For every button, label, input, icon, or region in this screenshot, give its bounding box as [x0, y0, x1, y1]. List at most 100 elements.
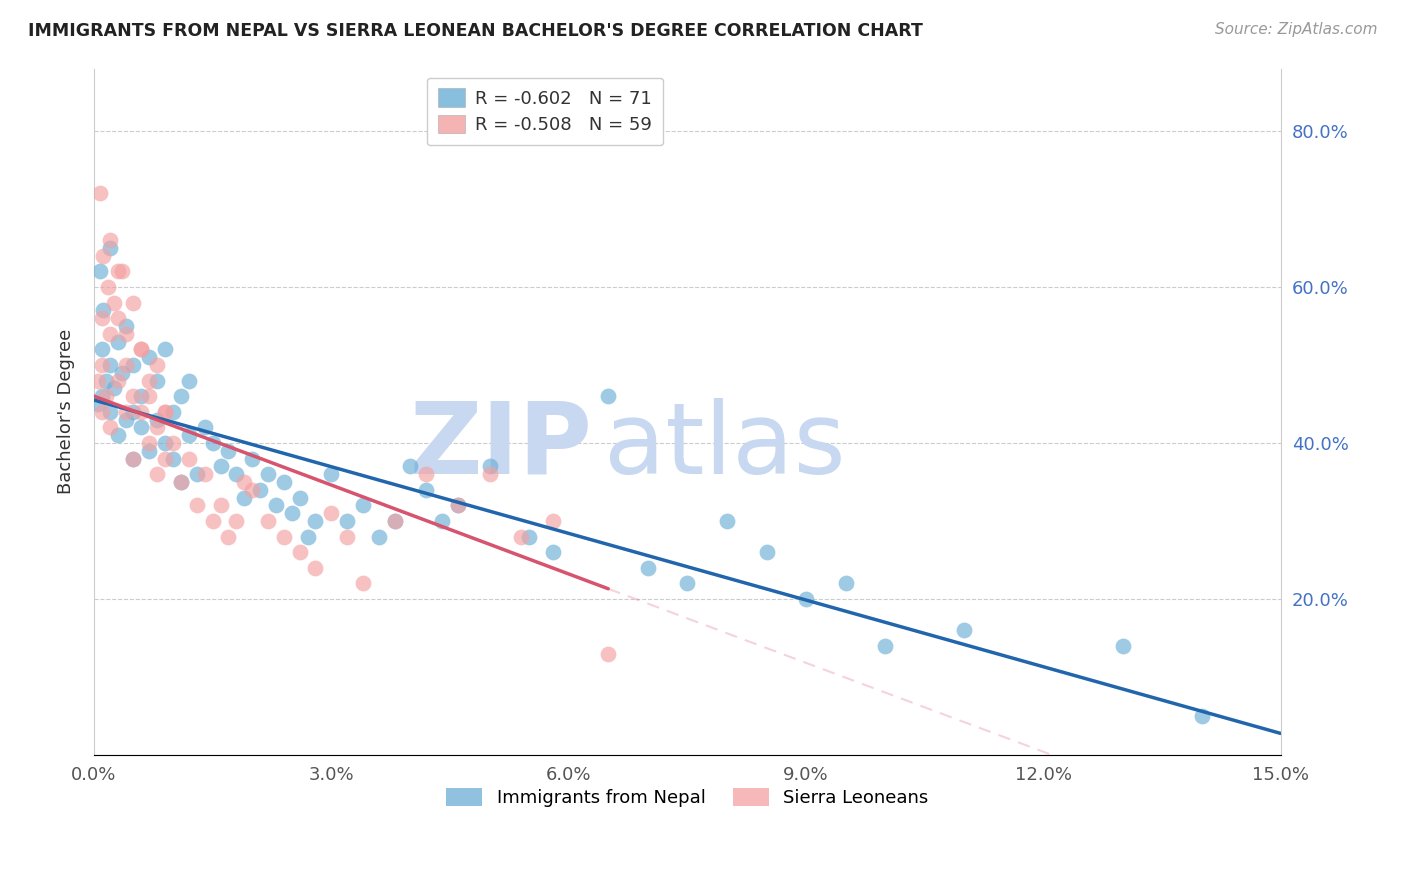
Point: [194, 420, 217, 434]
Point: [146, 358, 169, 372]
Point: [90, 389, 112, 403]
Point: [90, 343, 112, 357]
Point: [146, 467, 169, 482]
Point: [249, 483, 271, 497]
Point: [794, 591, 817, 606]
Point: [225, 467, 247, 482]
Point: [90, 311, 112, 326]
Point: [122, 405, 145, 419]
Point: [122, 451, 145, 466]
Point: [153, 405, 176, 419]
Point: [288, 545, 311, 559]
Point: [297, 529, 319, 543]
Point: [90, 358, 112, 372]
Point: [87, 374, 110, 388]
Point: [153, 405, 176, 419]
Point: [103, 295, 125, 310]
Point: [288, 491, 311, 505]
Point: [321, 467, 343, 482]
Point: [138, 389, 160, 403]
Point: [186, 498, 208, 512]
Point: [138, 350, 160, 364]
Point: [1111, 639, 1133, 653]
Point: [107, 311, 129, 326]
Point: [107, 428, 129, 442]
Y-axis label: Bachelor's Degree: Bachelor's Degree: [58, 329, 75, 494]
Point: [447, 498, 470, 512]
Point: [89, 186, 111, 201]
Point: [430, 514, 453, 528]
Point: [111, 264, 134, 278]
Point: [201, 436, 224, 450]
Point: [517, 529, 540, 543]
Point: [122, 389, 145, 403]
Point: [170, 475, 193, 489]
Point: [225, 514, 247, 528]
Point: [89, 264, 111, 278]
Point: [131, 343, 153, 357]
Point: [153, 343, 176, 357]
Point: [321, 506, 343, 520]
Point: [111, 366, 134, 380]
Text: IMMIGRANTS FROM NEPAL VS SIERRA LEONEAN BACHELOR'S DEGREE CORRELATION CHART: IMMIGRANTS FROM NEPAL VS SIERRA LEONEAN …: [28, 22, 922, 40]
Point: [217, 529, 239, 543]
Point: [637, 560, 659, 574]
Point: [131, 405, 153, 419]
Point: [153, 451, 176, 466]
Point: [146, 420, 169, 434]
Point: [138, 443, 160, 458]
Point: [415, 467, 437, 482]
Point: [131, 389, 153, 403]
Point: [336, 514, 359, 528]
Point: [170, 475, 193, 489]
Point: [478, 459, 501, 474]
Point: [257, 467, 280, 482]
Point: [233, 491, 256, 505]
Point: [201, 514, 224, 528]
Point: [122, 295, 145, 310]
Point: [98, 358, 121, 372]
Point: [122, 451, 145, 466]
Point: [240, 483, 263, 497]
Point: [273, 475, 295, 489]
Text: Source: ZipAtlas.com: Source: ZipAtlas.com: [1215, 22, 1378, 37]
Point: [162, 451, 184, 466]
Point: [114, 326, 136, 341]
Point: [146, 412, 169, 426]
Point: [755, 545, 778, 559]
Point: [94, 389, 117, 403]
Point: [131, 343, 153, 357]
Point: [162, 436, 184, 450]
Point: [834, 576, 856, 591]
Text: atlas: atlas: [605, 398, 846, 494]
Point: [281, 506, 304, 520]
Point: [304, 560, 326, 574]
Point: [103, 381, 125, 395]
Text: ZIP: ZIP: [409, 398, 592, 494]
Point: [233, 475, 256, 489]
Point: [676, 576, 699, 591]
Point: [98, 420, 121, 434]
Point: [107, 374, 129, 388]
Point: [209, 459, 232, 474]
Point: [114, 318, 136, 333]
Point: [415, 483, 437, 497]
Point: [177, 451, 200, 466]
Point: [107, 264, 129, 278]
Point: [273, 529, 295, 543]
Point: [153, 436, 176, 450]
Legend: Immigrants from Nepal, Sierra Leoneans: Immigrants from Nepal, Sierra Leoneans: [439, 780, 936, 814]
Point: [122, 358, 145, 372]
Point: [138, 374, 160, 388]
Point: [478, 467, 501, 482]
Point: [336, 529, 359, 543]
Point: [93, 303, 115, 318]
Point: [162, 405, 184, 419]
Point: [384, 514, 406, 528]
Point: [177, 374, 200, 388]
Point: [367, 529, 389, 543]
Point: [352, 576, 374, 591]
Point: [98, 326, 121, 341]
Point: [1191, 709, 1213, 723]
Point: [90, 405, 112, 419]
